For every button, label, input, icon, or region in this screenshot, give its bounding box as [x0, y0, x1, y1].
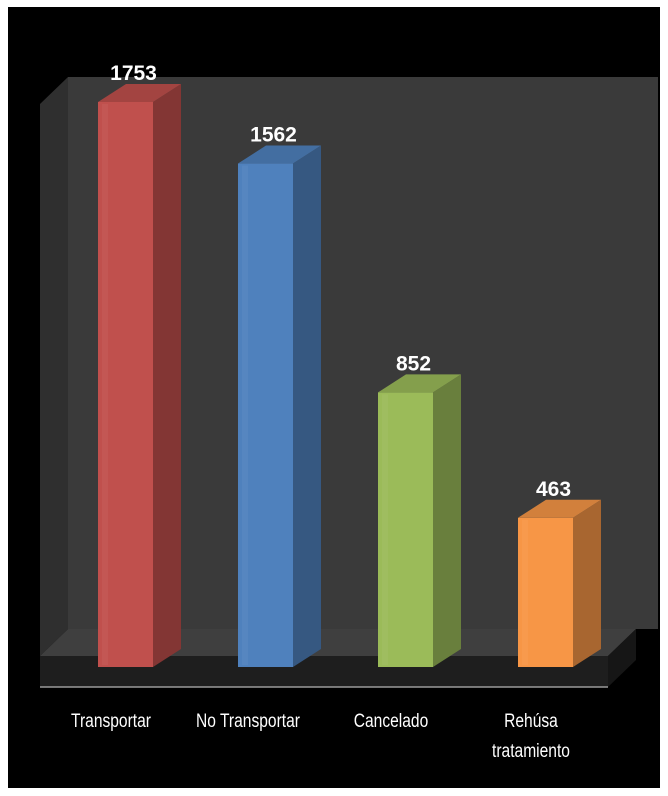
category-label-1: No Transportar [174, 707, 322, 737]
category-label-2: Cancelado [317, 707, 465, 737]
bar-side-2 [433, 374, 461, 667]
bar-front-1 [238, 163, 293, 667]
value-label-0: 1753 [110, 62, 157, 85]
value-label-2: 852 [396, 352, 431, 375]
bar-1 [238, 145, 321, 667]
bar-front-2 [378, 392, 433, 667]
category-label-3-line-1: tratamiento [492, 741, 570, 762]
side-wall [40, 77, 68, 656]
bar-0 [98, 84, 181, 667]
chart-value-labels: 1753 1562 852 463 [110, 62, 571, 501]
chart-svg: 1753 1562 852 463 [40, 62, 658, 688]
bar-side-0 [153, 84, 181, 667]
bar-highlight-3 [522, 519, 528, 665]
category-label-3-line-0: Rehúsa [504, 711, 558, 732]
floor [40, 629, 636, 656]
bar-highlight-1 [242, 165, 248, 665]
category-label-0: Transportar [37, 707, 185, 737]
bar-top-0 [98, 84, 181, 102]
floor-edge [608, 629, 636, 687]
floor-front [40, 656, 608, 687]
bar-side-1 [293, 145, 321, 667]
value-label-1: 1562 [250, 124, 297, 147]
bar-top-2 [378, 374, 461, 393]
value-label-3: 463 [536, 478, 571, 501]
back-wall [68, 77, 658, 629]
bar-side-3 [573, 499, 601, 667]
category-label-2-line-0: Cancelado [353, 711, 429, 732]
bar-top-1 [238, 145, 321, 164]
category-label-1-line-0: No Transportar [196, 711, 300, 732]
bar-front-0 [98, 102, 153, 667]
bar-highlight-0 [102, 104, 108, 665]
bar-front-3 [518, 517, 573, 667]
chart-frame: 1753 1562 852 463 Transportar No Transportar… [8, 7, 660, 788]
chart-walls [40, 77, 658, 688]
bar-2 [378, 374, 461, 667]
bar-3 [518, 499, 601, 667]
category-label-0-line-0: Transportar [71, 711, 151, 732]
category-label-3: Rehúsa tratamiento [457, 707, 605, 767]
bar-top-3 [518, 499, 601, 518]
bar-highlight-2 [382, 394, 388, 665]
chart-bars [98, 84, 601, 667]
